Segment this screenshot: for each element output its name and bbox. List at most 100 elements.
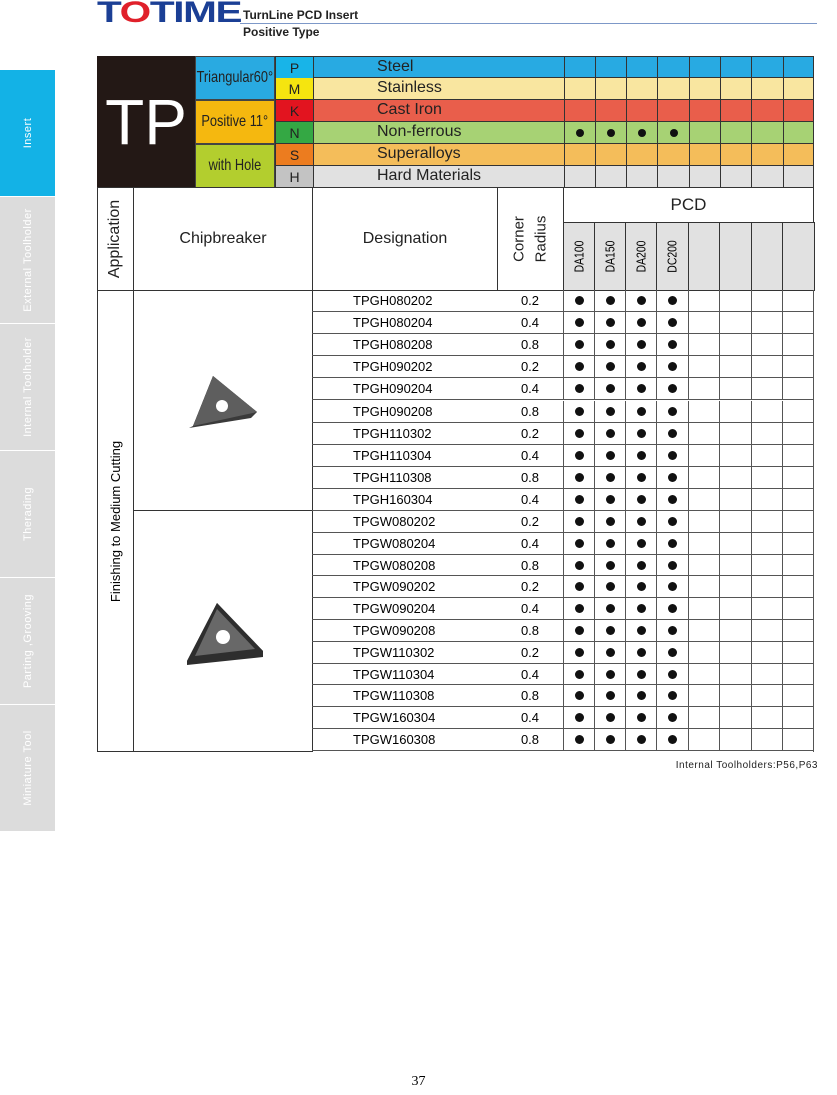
grade-header — [751, 222, 783, 291]
sidebar-tab-label: Insert — [21, 117, 34, 149]
availability-dot — [668, 340, 677, 350]
sidebar-tab[interactable]: Miniature Tool — [0, 705, 55, 832]
grade-cell — [719, 532, 751, 554]
grade-cell — [688, 400, 719, 422]
grade-cell — [782, 356, 814, 378]
grade-cell — [782, 598, 814, 620]
sidebar-tab-label: Internal Toolholder — [21, 337, 34, 437]
grade-cell — [688, 488, 719, 510]
material-grade-cell — [751, 100, 783, 121]
grade-cell — [782, 729, 814, 750]
grade-cell — [751, 378, 782, 400]
corner-radius: 0.4 — [520, 666, 540, 682]
grade-cell — [563, 598, 594, 620]
grade-cell — [594, 641, 625, 663]
grade-cell — [751, 511, 782, 532]
grade-cell — [594, 576, 625, 598]
grade-header: DA200 — [625, 222, 657, 291]
grade-label: DA200 — [633, 240, 649, 273]
availability-dot — [636, 384, 646, 394]
application-value: Finishing to Medium Cutting — [108, 440, 124, 602]
sidebar-tab[interactable]: Insert — [0, 70, 55, 197]
tpgh-insert-image — [189, 376, 257, 428]
availability-dot — [605, 494, 615, 504]
material-grade-cell — [657, 122, 689, 143]
material-grade-cell — [626, 144, 657, 165]
grade-cell — [625, 729, 656, 750]
grade-cell — [719, 511, 751, 532]
grade-cell — [594, 532, 625, 554]
material-grade-cell — [689, 100, 720, 121]
availability-dot — [636, 691, 646, 701]
grade-cell — [751, 620, 782, 641]
suitability-dot — [669, 128, 678, 137]
table-row: TPGH090204 0.4 — [312, 378, 814, 401]
table-row: TPGH080204 0.4 — [312, 312, 814, 335]
availability-dot — [605, 647, 615, 657]
grade-cell — [782, 511, 814, 532]
grade-cell — [625, 378, 656, 400]
grade-cell — [625, 598, 656, 620]
availability-dot — [574, 340, 584, 350]
sidebar-tab[interactable]: Parting ,Grooving — [0, 578, 55, 705]
corner-radius: 0.8 — [520, 403, 540, 419]
application-value-wrap: Finishing to Medium Cutting — [97, 290, 134, 752]
grade-cell — [688, 729, 719, 750]
chipbreaker-header: Chipbreaker — [133, 187, 313, 291]
grade-cell — [751, 641, 782, 663]
grade-cell — [719, 422, 751, 444]
grade-cell — [688, 422, 719, 444]
availability-dot — [574, 713, 584, 723]
availability-dot — [668, 406, 677, 416]
sidebar-tab[interactable]: Therading — [0, 451, 55, 578]
availability-dot — [668, 318, 677, 328]
grade-cell — [719, 444, 751, 466]
grade-cell — [719, 576, 751, 598]
sidebar-tab-label: Therading — [21, 486, 34, 542]
sidebar-tab[interactable]: Internal Toolholder — [0, 324, 55, 451]
grade-cell — [594, 400, 625, 422]
grade-cell — [625, 444, 656, 466]
grade-cell — [751, 685, 782, 707]
sidebar-tab[interactable]: External Toolholder — [0, 197, 55, 324]
designation: TPGW110302 — [353, 644, 435, 660]
designation: TPGW110308 — [353, 688, 435, 704]
corner-radius: 0.4 — [520, 315, 540, 331]
material-name: Steel — [377, 58, 414, 75]
material-grade-cell — [689, 57, 720, 78]
feature-label: Triangular60° — [196, 69, 274, 86]
sidebar-tab-label: External Toolholder — [21, 208, 34, 312]
availability-dot — [605, 428, 615, 438]
corner-radius: 0.8 — [520, 469, 540, 485]
material-letter: H — [276, 166, 314, 187]
table-row: TPGW080208 0.8 — [312, 554, 814, 577]
grade-cell — [594, 663, 625, 685]
corner-radius: 0.4 — [520, 710, 540, 726]
grade-cell — [751, 400, 782, 422]
material-name: Stainless — [377, 79, 442, 96]
availability-dot — [605, 296, 615, 305]
availability-dot — [574, 428, 584, 438]
material-name: Hard Materials — [377, 167, 482, 184]
application-cell — [97, 290, 134, 752]
sidebar-tab-label: Parting ,Grooving — [21, 593, 34, 689]
grade-cell — [656, 532, 688, 554]
designation: TPGH080202 — [353, 293, 433, 308]
availability-dot — [668, 647, 677, 657]
material-row: H Hard Materials — [275, 166, 814, 188]
grade-cell — [594, 620, 625, 641]
grade-cell — [782, 685, 814, 707]
grade-cell — [563, 685, 594, 707]
designation: TPGW080202 — [353, 514, 436, 529]
availability-dot — [574, 560, 584, 570]
pcd-header: PCD — [563, 187, 814, 223]
grade-cell — [594, 444, 625, 466]
grade-cell — [782, 532, 814, 554]
material-grade-cell — [657, 78, 689, 99]
grade-cell — [688, 356, 719, 378]
grade-cell — [688, 378, 719, 400]
availability-dot — [605, 735, 615, 744]
availability-dot — [574, 669, 584, 679]
grade-cell — [563, 422, 594, 444]
availability-dot — [636, 626, 646, 635]
